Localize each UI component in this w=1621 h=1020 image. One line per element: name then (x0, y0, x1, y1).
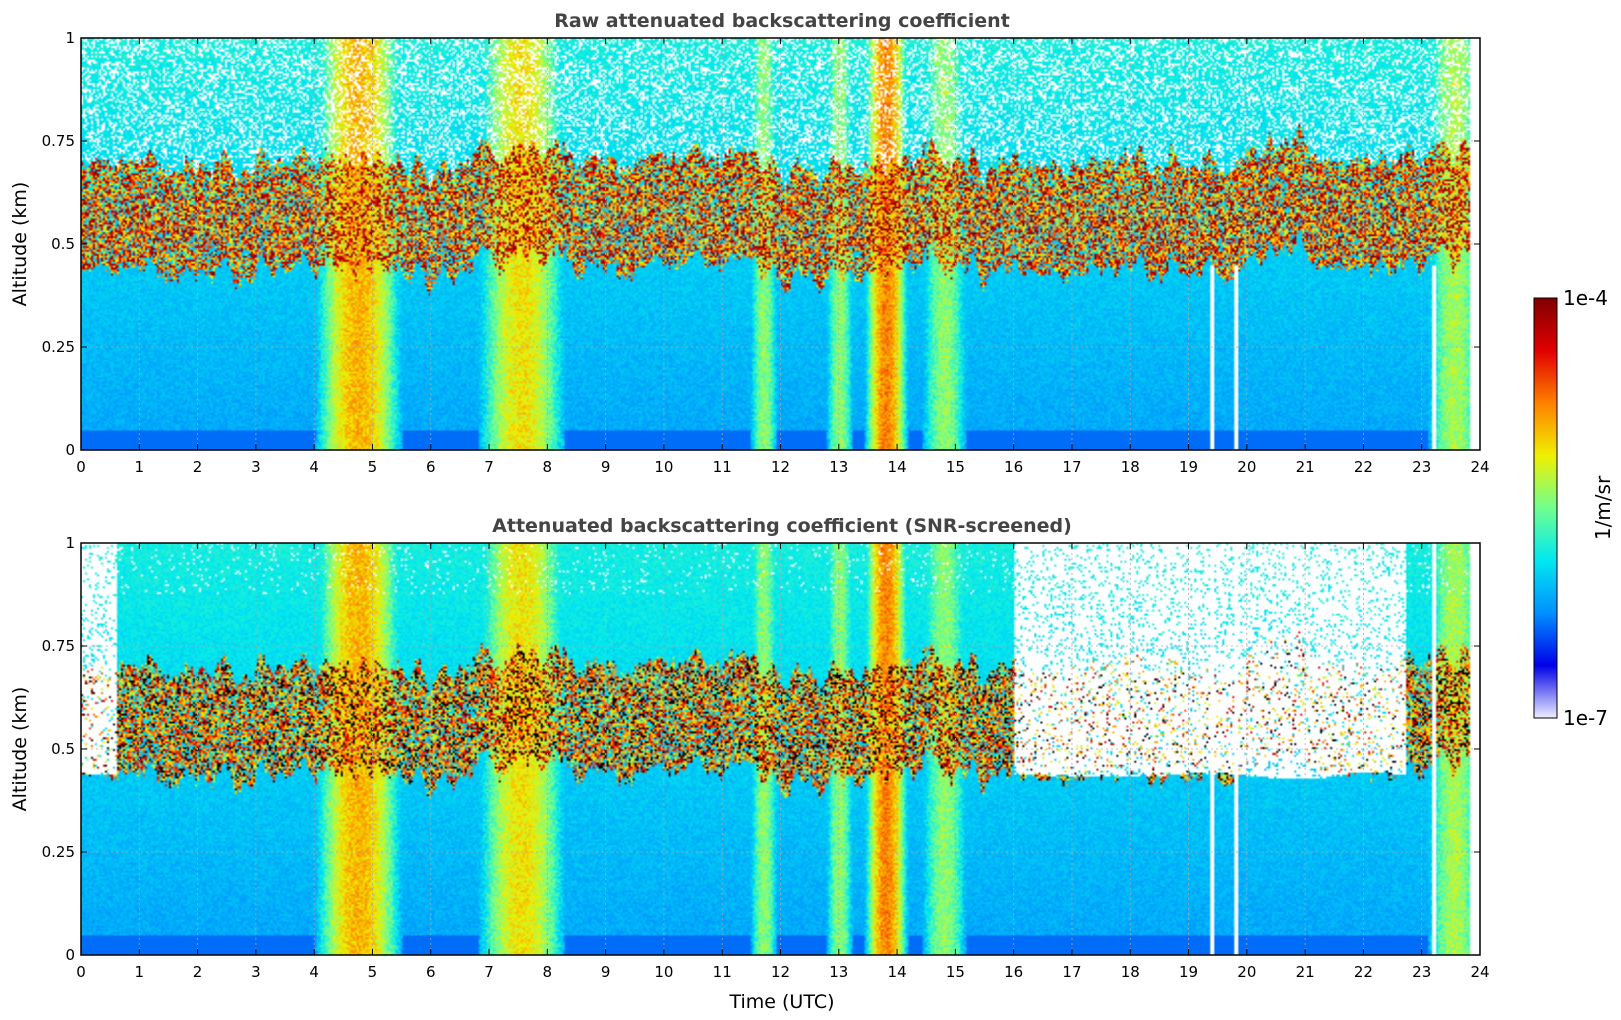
x-tick-label: 5 (368, 458, 378, 476)
x-tick-label: 4 (309, 963, 319, 981)
x-tick-label: 21 (1296, 458, 1315, 476)
raw-panel-y-ticks: 0 0.25 0.5 0.75 1 (42, 29, 1480, 459)
x-tick-label: 23 (1412, 458, 1431, 476)
x-tick-label: 24 (1470, 963, 1489, 981)
x-tick-label: 17 (1062, 963, 1081, 981)
x-tick-label: 3 (251, 963, 261, 981)
x-tick-label: 13 (829, 458, 848, 476)
colorbar: 1e-4 1e-7 1/m/sr (1533, 286, 1615, 730)
x-tick-label: 12 (771, 458, 790, 476)
screened-panel-y-ticks: 0 0.25 0.5 0.75 1 (42, 534, 1480, 964)
x-tick-label: 10 (654, 963, 673, 981)
x-tick-label: 18 (1121, 458, 1140, 476)
x-tick-label: 14 (888, 963, 907, 981)
x-tick-label: 9 (601, 963, 611, 981)
x-tick-label: 7 (484, 963, 494, 981)
x-tick-label: 1 (135, 963, 145, 981)
x-tick-label: 7 (484, 458, 494, 476)
x-tick-label: 2 (193, 963, 203, 981)
x-tick-label: 16 (1004, 458, 1023, 476)
x-tick-label: 11 (713, 458, 732, 476)
x-axis-label: Time (UTC) (728, 991, 834, 1013)
x-tick-label: 11 (713, 963, 732, 981)
raw-panel-x-ticks: 0 1 2 3 4 5 6 7 8 9 10 11 12 13 14 15 16 17 18 19 20 21 22 23 24 (76, 38, 1490, 476)
x-tick-label: 18 (1121, 963, 1140, 981)
y-tick-label: 0 (65, 441, 75, 459)
raw-panel-grid (81, 38, 1480, 450)
screened-panel-title: Attenuated backscattering coefficient (S… (492, 515, 1072, 537)
colorbar-max-label: 1e-4 (1563, 286, 1608, 310)
colorbar-frame (1533, 297, 1558, 719)
y-tick-label: 0.75 (42, 637, 75, 655)
raw-backscatter-panel: Raw attenuated backscattering coefficien… (9, 10, 1490, 476)
colorbar-gradient (1534, 298, 1557, 718)
y-tick-label: 1 (65, 534, 75, 552)
x-tick-label: 0 (76, 458, 86, 476)
x-tick-label: 8 (543, 963, 553, 981)
colorbar-unit-label: 1/m/sr (1591, 475, 1615, 540)
y-tick-label: 0.25 (42, 338, 75, 356)
x-tick-label: 22 (1354, 963, 1373, 981)
y-tick-label: 0.75 (42, 132, 75, 150)
x-tick-label: 21 (1296, 963, 1315, 981)
screened-panel-y-axis-label: Altitude (km) (9, 687, 31, 812)
x-tick-label: 8 (543, 458, 553, 476)
y-tick-label: 0.5 (51, 740, 75, 758)
x-tick-label: 19 (1179, 458, 1198, 476)
y-tick-label: 0 (65, 946, 75, 964)
x-tick-label: 19 (1179, 963, 1198, 981)
screened-panel-grid (81, 543, 1480, 955)
y-tick-label: 0.5 (51, 235, 75, 253)
x-tick-label: 3 (251, 458, 261, 476)
colorbar-min-label: 1e-7 (1563, 706, 1608, 730)
x-tick-label: 12 (771, 963, 790, 981)
x-tick-label: 22 (1354, 458, 1373, 476)
x-tick-label: 15 (946, 963, 965, 981)
screened-backscatter-panel: Attenuated backscattering coefficient (S… (9, 515, 1490, 1013)
x-tick-label: 13 (829, 963, 848, 981)
x-tick-label: 15 (946, 458, 965, 476)
x-tick-label: 9 (601, 458, 611, 476)
x-tick-label: 24 (1470, 458, 1489, 476)
screened-panel-x-ticks: 0 1 2 3 4 5 6 7 8 9 10 11 12 13 14 15 16 17 18 19 20 21 22 23 24 (76, 543, 1490, 981)
x-tick-label: 6 (426, 963, 436, 981)
x-tick-label: 23 (1412, 963, 1431, 981)
x-tick-label: 5 (368, 963, 378, 981)
x-tick-label: 20 (1237, 458, 1256, 476)
x-tick-label: 17 (1062, 458, 1081, 476)
y-tick-label: 0.25 (42, 843, 75, 861)
x-tick-label: 16 (1004, 963, 1023, 981)
x-tick-label: 10 (654, 458, 673, 476)
y-tick-label: 1 (65, 29, 75, 47)
x-tick-label: 6 (426, 458, 436, 476)
x-tick-label: 1 (135, 458, 145, 476)
x-tick-label: 4 (309, 458, 319, 476)
raw-panel-title: Raw attenuated backscattering coefficien… (554, 10, 1010, 32)
x-tick-label: 14 (888, 458, 907, 476)
raw-panel-y-axis-label: Altitude (km) (9, 182, 31, 307)
x-tick-label: 0 (76, 963, 86, 981)
x-tick-label: 2 (193, 458, 203, 476)
x-tick-label: 20 (1237, 963, 1256, 981)
